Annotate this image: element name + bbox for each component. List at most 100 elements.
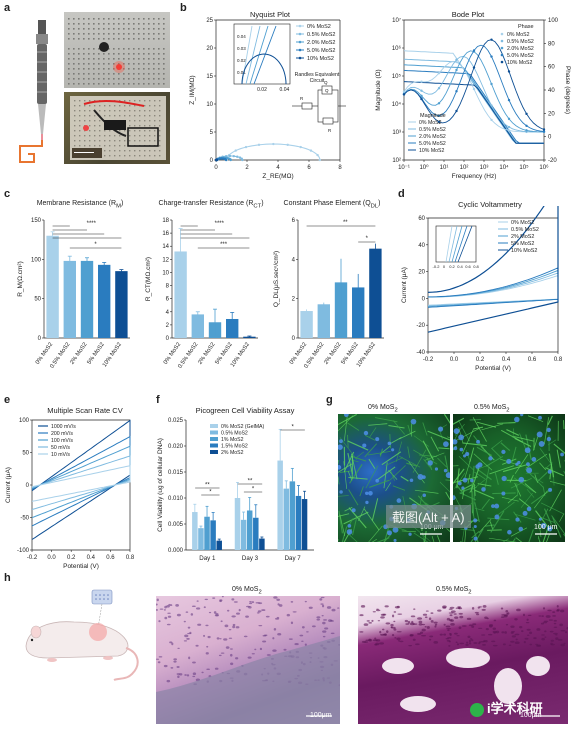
cell-nucleus [230, 662, 234, 666]
breadboard-hole [84, 100, 86, 102]
cell-nucleus [447, 629, 450, 632]
breadboard-hole [123, 78, 125, 80]
breadboard-hole [124, 100, 126, 102]
nucleus [514, 416, 520, 423]
breadboard-hole [128, 18, 130, 20]
cell-nucleus [448, 633, 452, 635]
breadboard-hole [143, 58, 145, 60]
nucleus [494, 514, 500, 520]
cell-nucleus [288, 638, 293, 640]
cell-nucleus [459, 642, 465, 645]
cell-nucleus [437, 609, 442, 612]
breadboard-hole [163, 53, 165, 55]
breadboard-hole [108, 53, 110, 55]
actin-fiber [447, 436, 450, 439]
breadboard-hole [139, 135, 141, 137]
cell-nucleus [552, 615, 557, 617]
breadboard-hole [143, 33, 145, 35]
breadboard-hole [79, 140, 81, 142]
panel-label-g: g [326, 394, 333, 406]
breadboard-hole [158, 83, 160, 85]
nucleus [409, 478, 414, 483]
breadboard-hole [114, 155, 116, 157]
g-label-0: 0% MoS2 [368, 404, 398, 414]
y-axis-label: Current (μA) [401, 267, 408, 303]
actin-fiber [346, 532, 358, 542]
actin-fiber [338, 513, 350, 517]
breadboard-hole [128, 33, 130, 35]
nucleus [347, 524, 352, 528]
cell-nucleus [541, 615, 544, 618]
cell-nucleus [299, 634, 304, 637]
breadboard-hole [113, 63, 115, 65]
breadboard-hole [123, 53, 125, 55]
cell-nucleus [467, 635, 471, 639]
nyquist-point [318, 158, 322, 162]
breadboard-hole [94, 125, 96, 127]
cv-scan-line [31, 419, 131, 540]
breadboard-hole [114, 145, 116, 147]
cell-nucleus [273, 596, 278, 599]
cell-nucleus [553, 626, 558, 629]
y-axis-label: Z_IM(MΩ) [189, 75, 196, 104]
breadboard-hole [84, 140, 86, 142]
cell-nucleus [544, 630, 547, 633]
breadboard-hole [123, 23, 125, 25]
randles-title: Randles Equivalent [295, 72, 340, 78]
breadboard-hole [83, 23, 85, 25]
inset-series-line [245, 25, 261, 85]
inset-x-tick-label: 0.2 [449, 264, 455, 269]
breadboard-hole [73, 78, 75, 80]
nucleus [547, 525, 553, 532]
y-tick-label: 20 [206, 46, 213, 52]
cell-nucleus [541, 637, 545, 641]
cell-nucleus [256, 612, 260, 614]
cell-nucleus [481, 634, 486, 636]
cell-nucleus [450, 610, 456, 613]
breadboard-hole [78, 33, 80, 35]
cell-nucleus [221, 596, 224, 598]
nucleus [392, 526, 399, 533]
x-axis-label: Potential (V) [63, 563, 99, 570]
actin-fiber [422, 532, 425, 542]
breadboard-hole [118, 53, 120, 55]
breadboard-hole [144, 110, 146, 112]
significance-label: **** [215, 221, 225, 227]
inset-x-tick-label: 0.02 [257, 87, 267, 93]
nucleus [507, 529, 512, 535]
cell-nucleus [188, 656, 191, 660]
breadboard-hole [79, 100, 81, 102]
breadboard-hole [118, 18, 120, 20]
cell-nucleus [430, 620, 434, 623]
inset-series-line [241, 53, 287, 85]
cell-nucleus [425, 610, 429, 612]
actin-fiber [462, 486, 477, 492]
bar [226, 318, 239, 338]
cell-nucleus [458, 626, 462, 630]
legend-swatch [210, 437, 218, 441]
actin-fiber [347, 422, 360, 431]
breadboard-hole [83, 73, 85, 75]
y-tick-label: 60 [418, 216, 425, 222]
breadboard-hole [163, 68, 165, 70]
cell-nucleus [560, 609, 565, 613]
breadboard-hole [148, 48, 150, 50]
breadboard-hole [158, 28, 160, 30]
cell-nucleus [173, 660, 177, 663]
cell-nucleus [500, 616, 505, 618]
actin-fiber [338, 414, 357, 426]
nucleus [453, 495, 456, 501]
breadboard-hole [99, 135, 101, 137]
cell-nucleus [321, 604, 325, 608]
actin-fiber [559, 513, 565, 522]
cell-nucleus [371, 619, 374, 622]
breadboard-hole [73, 53, 75, 55]
actin-fiber [476, 446, 493, 456]
panel-d-svg: -0.2 0.0 0.2 0.4 0.6 0.8-40-200204060Potentia… [401, 206, 563, 372]
cell-nucleus [261, 609, 266, 612]
cell-nucleus [508, 644, 512, 647]
actin-fiber [473, 453, 493, 471]
cell-nucleus [169, 604, 173, 607]
breadboard-hole [138, 53, 140, 55]
cell-nucleus [510, 625, 515, 628]
